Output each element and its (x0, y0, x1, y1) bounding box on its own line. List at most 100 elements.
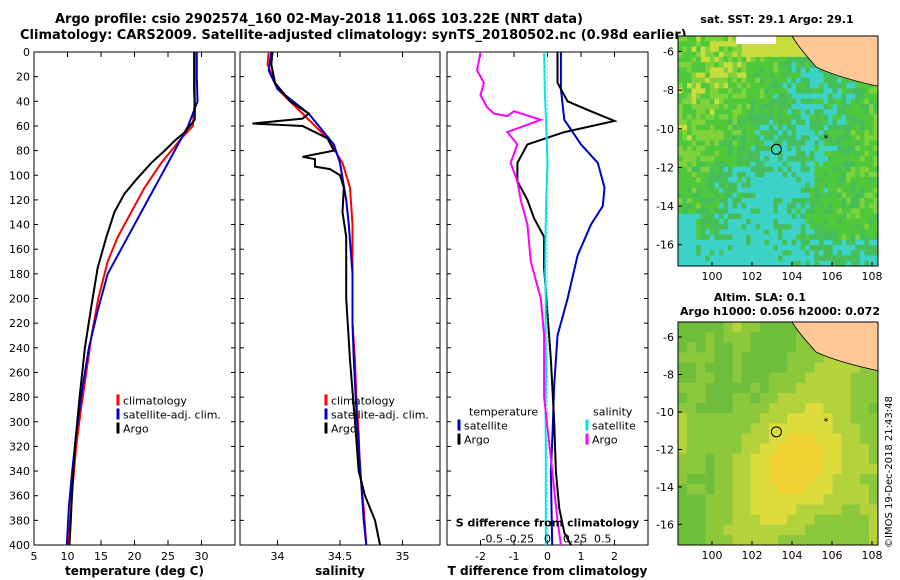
map-cell (782, 124, 788, 131)
map-cell (805, 130, 811, 136)
map-cell (755, 208, 761, 215)
map-cell (800, 224, 806, 230)
map-cell (750, 46, 756, 53)
y-tick-label: 300 (9, 416, 30, 429)
map-cell (750, 332, 761, 343)
map-cell (728, 203, 733, 209)
y-tick-label: 240 (9, 342, 30, 355)
map-cell (700, 161, 706, 168)
map-cell (800, 156, 806, 162)
map-cell (859, 182, 865, 189)
map-cell (700, 245, 706, 251)
map-cell (741, 177, 747, 183)
map-cell (687, 36, 693, 42)
map-cell (741, 524, 752, 536)
map-cell (850, 177, 856, 183)
map-cell (796, 93, 802, 100)
map-cell (791, 109, 797, 115)
map-cell (782, 250, 788, 256)
map-cell (796, 109, 802, 115)
map-cell (832, 504, 843, 516)
map-cell (832, 494, 843, 505)
map-cell (850, 239, 856, 246)
map-cell (732, 41, 738, 47)
map-cell (737, 135, 743, 141)
map-cell (782, 234, 788, 241)
map-cell (691, 260, 697, 267)
map-cell (705, 166, 711, 173)
map-cell (850, 245, 856, 251)
map-cell (746, 187, 752, 194)
map-cell (723, 342, 734, 353)
map-frame-sla-map (677, 321, 879, 546)
map-cell (737, 250, 743, 256)
map-cell (696, 393, 706, 404)
map-cell (773, 140, 779, 147)
map-cell (859, 239, 865, 246)
map-cell (868, 109, 874, 115)
map-cell (778, 166, 783, 173)
map-cell (768, 245, 774, 251)
map-cell (700, 145, 706, 152)
map-cell (741, 474, 752, 485)
map-cell (787, 260, 793, 267)
map-cell (696, 46, 702, 53)
map-cell (732, 534, 743, 546)
map-cell (741, 229, 747, 236)
map-cell (687, 83, 693, 89)
map-cell (705, 208, 711, 215)
map-cell (773, 41, 779, 47)
map-cell (705, 413, 715, 424)
map-cell (764, 140, 770, 147)
map-cell (778, 403, 788, 414)
map-cell (687, 453, 697, 465)
map-cell (732, 352, 743, 363)
map-cell (823, 504, 834, 516)
map-cell (782, 182, 788, 189)
map-cell (750, 413, 761, 424)
map-x-tick-label: 100 (702, 270, 723, 283)
map-cell (723, 463, 734, 475)
y-tick-label: 280 (9, 391, 30, 404)
map-cell (718, 145, 724, 152)
map-cell (796, 372, 806, 384)
map-cell (691, 192, 697, 199)
map-cell (855, 151, 861, 157)
map-cell (750, 433, 761, 445)
map-cell (682, 41, 688, 47)
map-cell (805, 77, 811, 84)
map-cell (859, 98, 865, 105)
map-cell (746, 234, 752, 241)
map-cell (714, 255, 720, 262)
map-y-tick-label: -8 (663, 84, 674, 97)
map-cell (728, 250, 733, 256)
map-cell (728, 229, 733, 236)
map-cell (846, 77, 852, 84)
map-cell (678, 41, 683, 47)
map-cell (855, 119, 861, 126)
map-cell (737, 130, 743, 136)
map-cell (755, 56, 761, 63)
map-cell (841, 229, 847, 236)
map-cell (805, 234, 811, 241)
map-cell (864, 229, 870, 236)
map-cell (723, 322, 734, 333)
map-cell (687, 229, 693, 236)
map-cell (828, 114, 833, 121)
map-cell (796, 88, 802, 94)
map-cell (791, 104, 797, 110)
map-cell (746, 229, 752, 236)
map-cell (746, 51, 752, 58)
map-cell (687, 234, 693, 241)
map-cell (705, 171, 711, 178)
map-cell (678, 255, 683, 262)
map-cell (791, 88, 797, 94)
map-cell (768, 219, 774, 225)
map-cell (868, 463, 879, 475)
map-x-tick-label: 106 (822, 270, 843, 283)
map-cell (873, 104, 879, 110)
map-cell (728, 140, 733, 147)
map-cell (737, 88, 743, 94)
float-position-marker (770, 426, 782, 438)
map-cell (864, 224, 870, 230)
